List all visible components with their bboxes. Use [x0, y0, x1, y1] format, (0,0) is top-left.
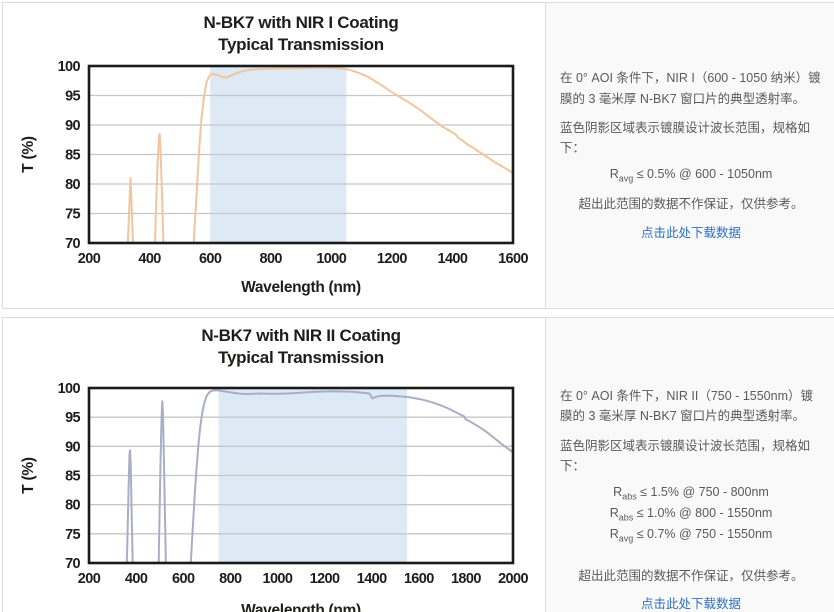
x-tick-label: 800 [260, 251, 283, 267]
x-tick-label: 1200 [377, 251, 407, 267]
y-tick-label: 95 [65, 410, 80, 426]
coating-description: 在 0° AOI 条件下，NIR II（750 - 1550nm）镀膜的 3 毫… [560, 389, 813, 424]
x-tick-label: 1400 [357, 571, 387, 587]
download-data-link[interactable]: 点击此处下载数据 [640, 225, 741, 240]
x-tick-label: 600 [199, 251, 222, 267]
disclaimer-text: 超出此范围的数据不作保证，仅供参考。 [578, 197, 804, 212]
nir2-chart-cell: N-BK7 with NIR II Coating Typical Transmi… [3, 318, 546, 612]
plot-frame [87, 64, 515, 245]
y-tick-label: 100 [58, 59, 81, 75]
y-tick-label: 85 [65, 469, 80, 485]
plot-frame [87, 386, 515, 565]
disclaimer-text: 超出此范围的数据不作保证，仅供参考。 [578, 569, 804, 583]
y-axis-title: T (%) [20, 457, 37, 494]
x-tick-label: 200 [78, 251, 101, 267]
x-tick-label: 1600 [404, 571, 434, 587]
nir2-info-panel: 在 0° AOI 条件下，NIR II（750 - 1550nm）镀膜的 3 毫… [546, 318, 834, 612]
spec-list: Rabs ≤ 1.5% @ 750 - 800nm Rabs ≤ 1.0% @ 8… [560, 483, 822, 546]
y-tick-label: 90 [65, 439, 80, 455]
coating-description: 在 0° AOI 条件下，NIR I（600 - 1050 纳米）镀膜的 3 毫… [560, 71, 821, 106]
nir1-section: N-BK7 with NIR I Coating Typical Transmis… [2, 2, 834, 309]
y-tick-label: 100 [58, 381, 81, 397]
x-tick-label: 400 [125, 571, 148, 587]
x-tick-label: 600 [172, 571, 195, 587]
x-tick-label: 2000 [498, 571, 528, 587]
spec-line: Ravg ≤ 0.5% @ 600 - 1050nm [609, 167, 773, 184]
x-tick-label: 1400 [437, 251, 467, 267]
band-explanation: 蓝色阴影区域表示镀膜设计波长范围，规格如下： [560, 438, 811, 473]
y-tick-label: 75 [65, 207, 80, 223]
chart-title: N-BK7 with NIR II Coating [201, 326, 400, 345]
transmission-curve [125, 389, 513, 563]
chart-subtitle: Typical Transmission [218, 348, 384, 367]
x-axis-title: Wavelength (nm) [241, 279, 361, 296]
x-tick-label: 1800 [451, 571, 481, 587]
nir1-transmission-chart: N-BK7 with NIR I Coating Typical Transmis… [20, 13, 529, 296]
spec-line: Rabs ≤ 1.5% @ 750 - 800nm [613, 485, 769, 502]
chart-subtitle: Typical Transmission [218, 35, 384, 54]
y-axis-title: T (%) [20, 136, 37, 173]
y-tick-label: 80 [65, 498, 80, 514]
nir1-chart-cell: N-BK7 with NIR I Coating Typical Transmis… [3, 3, 546, 308]
y-tick-label: 85 [65, 148, 80, 164]
nir2-section: N-BK7 with NIR II Coating Typical Transmi… [2, 317, 834, 612]
x-tick-label: 1200 [310, 571, 340, 587]
spec-line: Rabs ≤ 1.0% @ 800 - 1550nm [609, 506, 773, 523]
x-tick-label: 800 [219, 571, 242, 587]
nir1-info-panel: 在 0° AOI 条件下，NIR I（600 - 1050 纳米）镀膜的 3 毫… [546, 3, 834, 308]
y-tick-label: 95 [65, 89, 80, 105]
x-tick-label: 1000 [263, 571, 293, 587]
x-tick-label: 400 [138, 251, 161, 267]
chart-title: N-BK7 with NIR I Coating [204, 13, 399, 32]
x-tick-label: 1600 [498, 251, 528, 267]
y-tick-label: 70 [65, 236, 80, 252]
y-tick-label: 70 [65, 556, 80, 572]
x-tick-label: 1000 [316, 251, 346, 267]
band-explanation: 蓝色阴影区域表示镀膜设计波长范围，规格如下： [560, 120, 811, 155]
y-tick-label: 80 [65, 177, 80, 193]
spec-line: Ravg ≤ 0.7% @ 750 - 1550nm [609, 527, 773, 544]
download-data-link[interactable]: 点击此处下载数据 [640, 597, 741, 612]
transmission-curve [126, 66, 513, 243]
nir2-transmission-chart: N-BK7 with NIR II Coating Typical Transmi… [20, 326, 529, 612]
spec-list: Ravg ≤ 0.5% @ 600 - 1050nm [560, 165, 822, 186]
x-axis-title: Wavelength (nm) [241, 602, 361, 612]
y-tick-label: 90 [65, 118, 80, 134]
x-tick-label: 200 [78, 571, 101, 587]
y-tick-label: 75 [65, 527, 80, 543]
